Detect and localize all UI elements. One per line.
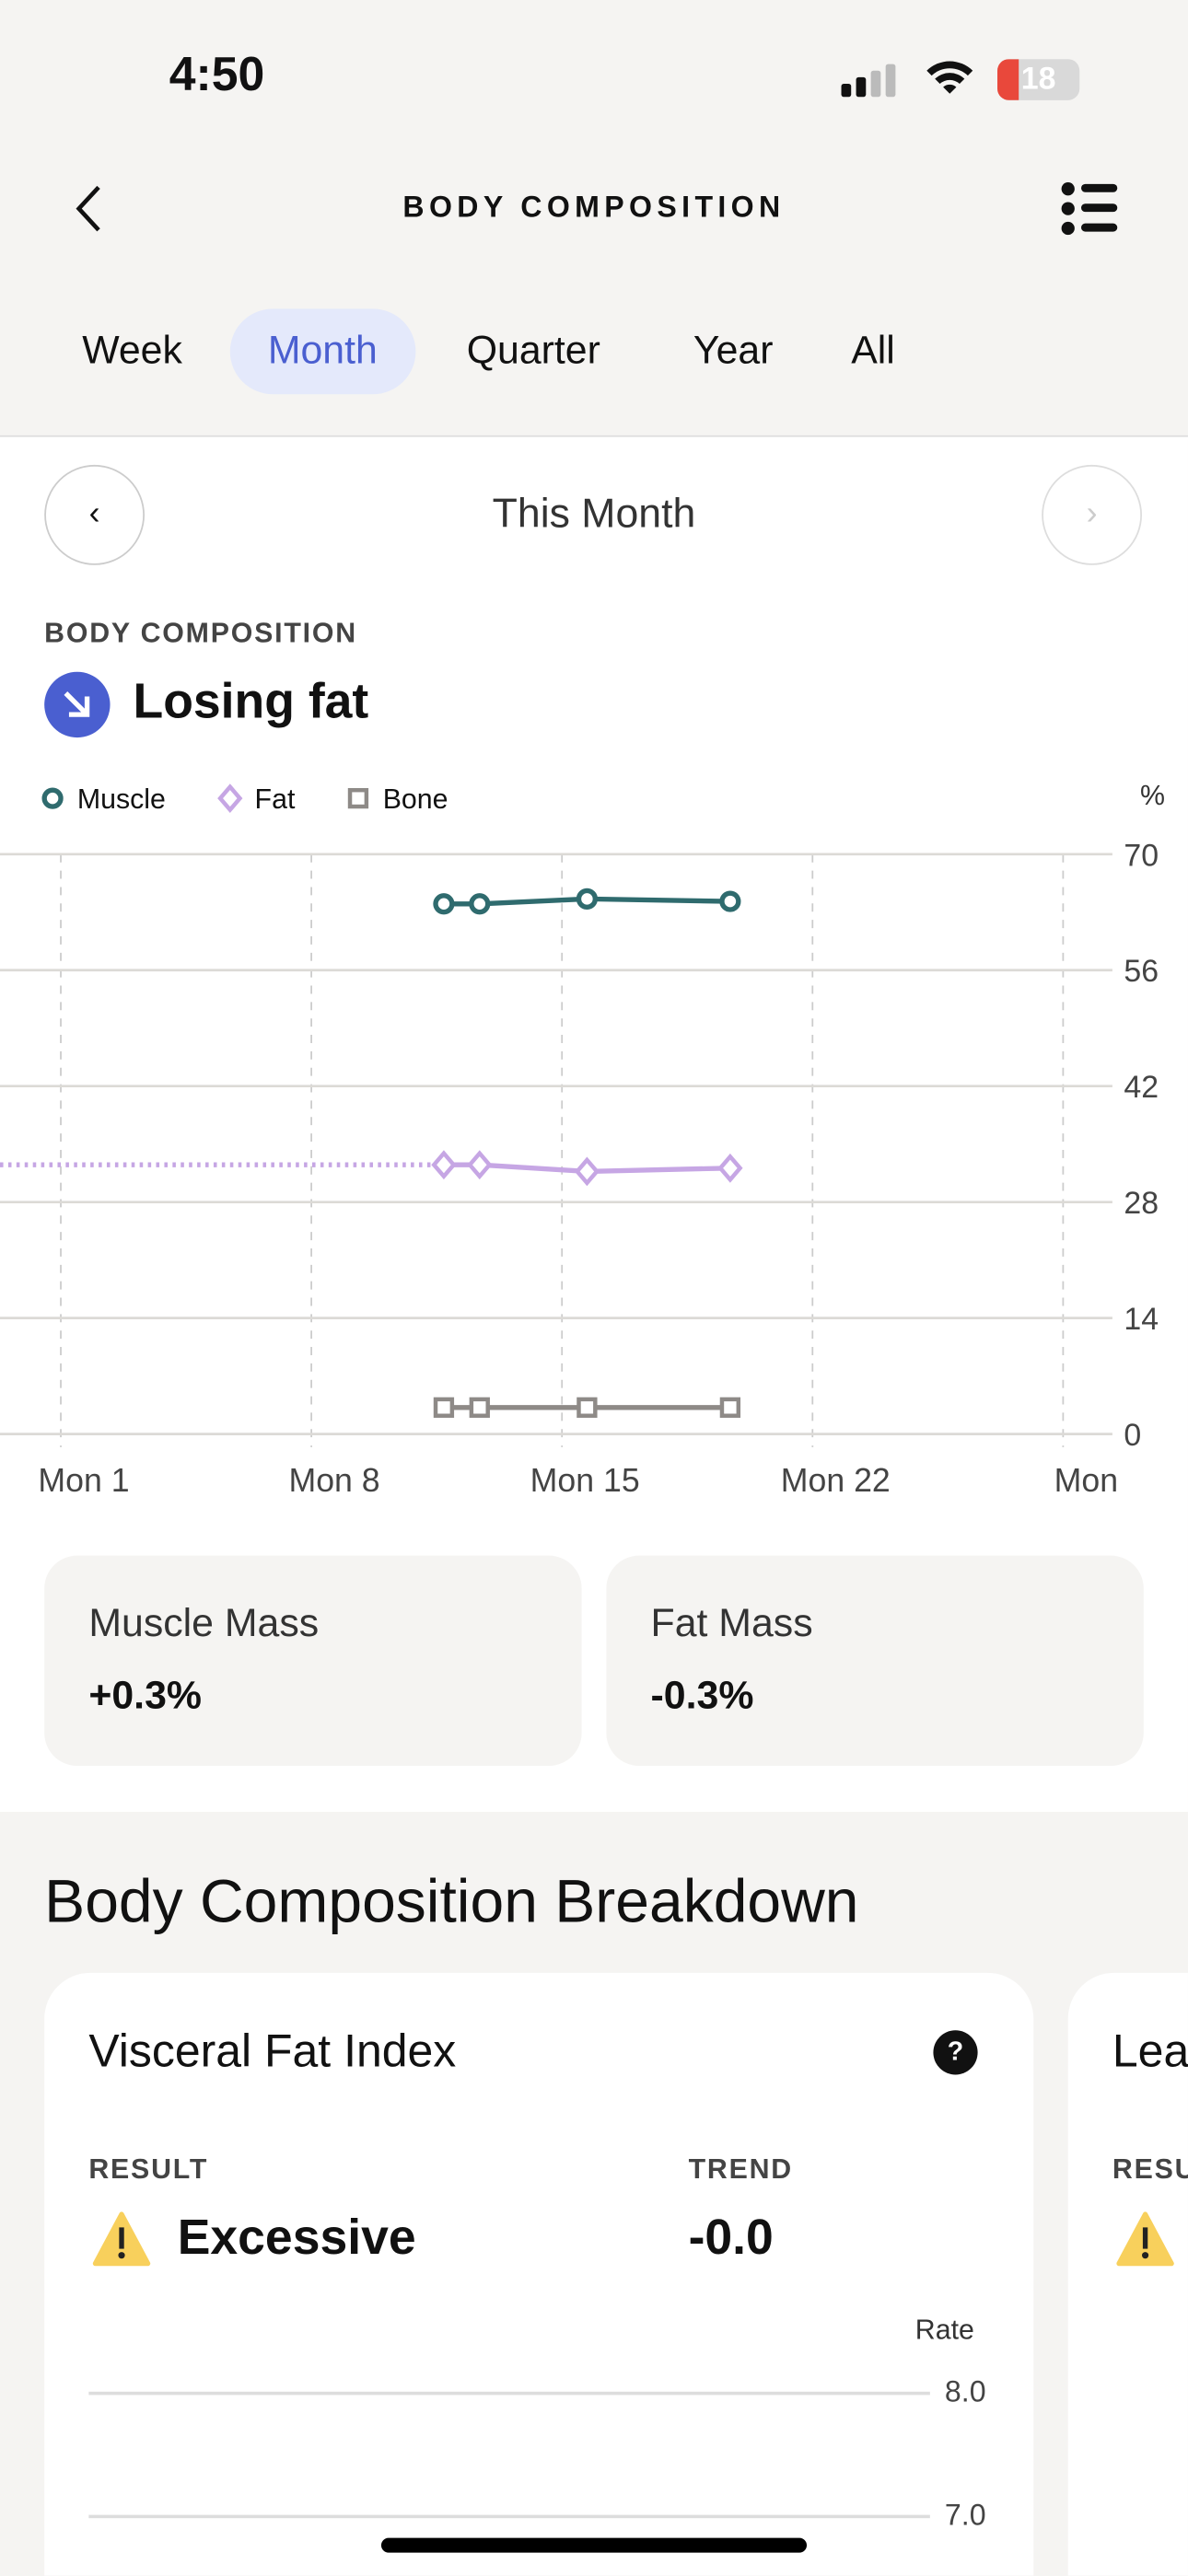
visceral-fat-card[interactable]: Visceral Fat Index ? RESULT TREND Excess… — [44, 1972, 1034, 2576]
next-period-button[interactable]: › — [1042, 464, 1143, 565]
page-title: BODY COMPOSITION — [402, 190, 786, 224]
legend-label: Fat — [255, 784, 296, 815]
warning-icon — [1115, 2211, 1174, 2276]
legend-label: Bone — [383, 784, 448, 815]
x-tick-label: Mon 1 — [38, 1462, 129, 1499]
series-line-muscle — [443, 896, 730, 907]
data-point-bone — [433, 1397, 455, 1418]
battery-icon: 18 — [997, 59, 1080, 100]
arrow-down-right-icon — [44, 671, 111, 738]
legend-label: Muscle — [77, 784, 166, 815]
wifi-icon — [924, 57, 976, 105]
data-point-fat — [467, 1150, 493, 1180]
y-tick: 7.0 — [944, 2498, 986, 2532]
status-text: Losing fat — [133, 675, 369, 730]
list-icon — [1061, 182, 1118, 236]
gridline — [88, 2514, 930, 2519]
stat-value: +0.3% — [88, 1674, 202, 1719]
stat-title: Muscle Mass — [88, 1601, 320, 1646]
help-icon[interactable]: ? — [933, 2030, 978, 2075]
home-indicator — [380, 2537, 808, 2553]
x-tick-label: Mon — [1054, 1462, 1118, 1499]
data-point-fat — [717, 1153, 743, 1183]
data-point-fat — [574, 1156, 600, 1187]
legend-marker — [347, 787, 369, 809]
data-point-bone — [719, 1397, 741, 1418]
data-point-muscle — [719, 890, 741, 912]
y-tick-label: 42 — [1124, 1070, 1159, 1105]
card-title: Lea — [1112, 2025, 1188, 2077]
axis-label: Rate — [914, 2314, 974, 2346]
gridline — [88, 2391, 930, 2396]
x-tick-label: Mon 8 — [289, 1462, 380, 1499]
period-label: This Month — [492, 491, 696, 538]
tab-year[interactable]: Year — [693, 328, 774, 374]
signal-icon — [841, 63, 904, 107]
data-point-fat — [431, 1150, 457, 1180]
y-tick: 8.0 — [944, 2374, 986, 2408]
tab-all[interactable]: All — [851, 328, 895, 374]
chevron-left-icon: ‹ — [88, 495, 100, 533]
tab-month[interactable]: Month — [229, 308, 415, 395]
warning-icon — [92, 2211, 151, 2276]
tab-quarter[interactable]: Quarter — [466, 328, 600, 374]
menu-button[interactable] — [1060, 180, 1119, 245]
y-tick-label: 0 — [1124, 1418, 1141, 1453]
x-tick-label: Mon 22 — [781, 1462, 891, 1499]
legend-marker — [217, 783, 243, 814]
data-point-bone — [469, 1397, 490, 1418]
back-button[interactable] — [65, 180, 111, 245]
chevron-left-icon — [76, 185, 100, 232]
previous-period-button[interactable]: ‹ — [44, 464, 146, 565]
chevron-right-icon: › — [1086, 495, 1098, 533]
breakdown-title: Body Composition Breakdown — [44, 1867, 859, 1935]
data-point-bone — [577, 1397, 598, 1418]
trend-value: -0.0 — [688, 2210, 774, 2266]
trend-label: TREND — [688, 2153, 793, 2185]
status-time: 4:50 — [169, 49, 265, 102]
y-tick-label: 28 — [1124, 1186, 1159, 1221]
battery-level: 18 — [1020, 62, 1056, 98]
stat-value: -0.3% — [650, 1674, 754, 1719]
lean-card[interactable]: Lea RESU — [1067, 1972, 1188, 2576]
x-tick-label: Mon 15 — [530, 1462, 640, 1499]
y-tick-label: 14 — [1124, 1302, 1159, 1337]
result-label: RESULT — [88, 2153, 209, 2185]
data-point-muscle — [433, 893, 455, 915]
section-label: BODY COMPOSITION — [44, 617, 357, 649]
series-line-fat — [443, 1162, 730, 1175]
body-composition-chart: Muscle Fat Bone % Mon 1 Mon 8 Mon 15 Mon 22 Mon 7… — [0, 781, 1165, 1499]
stat-card-muscle: Muscle Mass +0.3% — [44, 1555, 582, 1767]
legend-marker — [41, 787, 64, 809]
y-tick-label: 56 — [1124, 954, 1159, 989]
period-tabs: Week Month Quarter Year All — [0, 308, 1188, 397]
y-axis-unit: % — [1140, 781, 1165, 811]
result-value: Excessive — [177, 2210, 416, 2266]
stat-title: Fat Mass — [650, 1601, 813, 1646]
data-point-muscle — [469, 893, 491, 915]
data-point-muscle — [576, 888, 599, 910]
result-label: RESU — [1112, 2153, 1188, 2185]
y-tick-label: 70 — [1124, 838, 1159, 873]
tab-week[interactable]: Week — [82, 328, 182, 374]
card-title: Visceral Fat Index — [88, 2025, 457, 2077]
stat-card-fat: Fat Mass -0.3% — [606, 1555, 1144, 1767]
